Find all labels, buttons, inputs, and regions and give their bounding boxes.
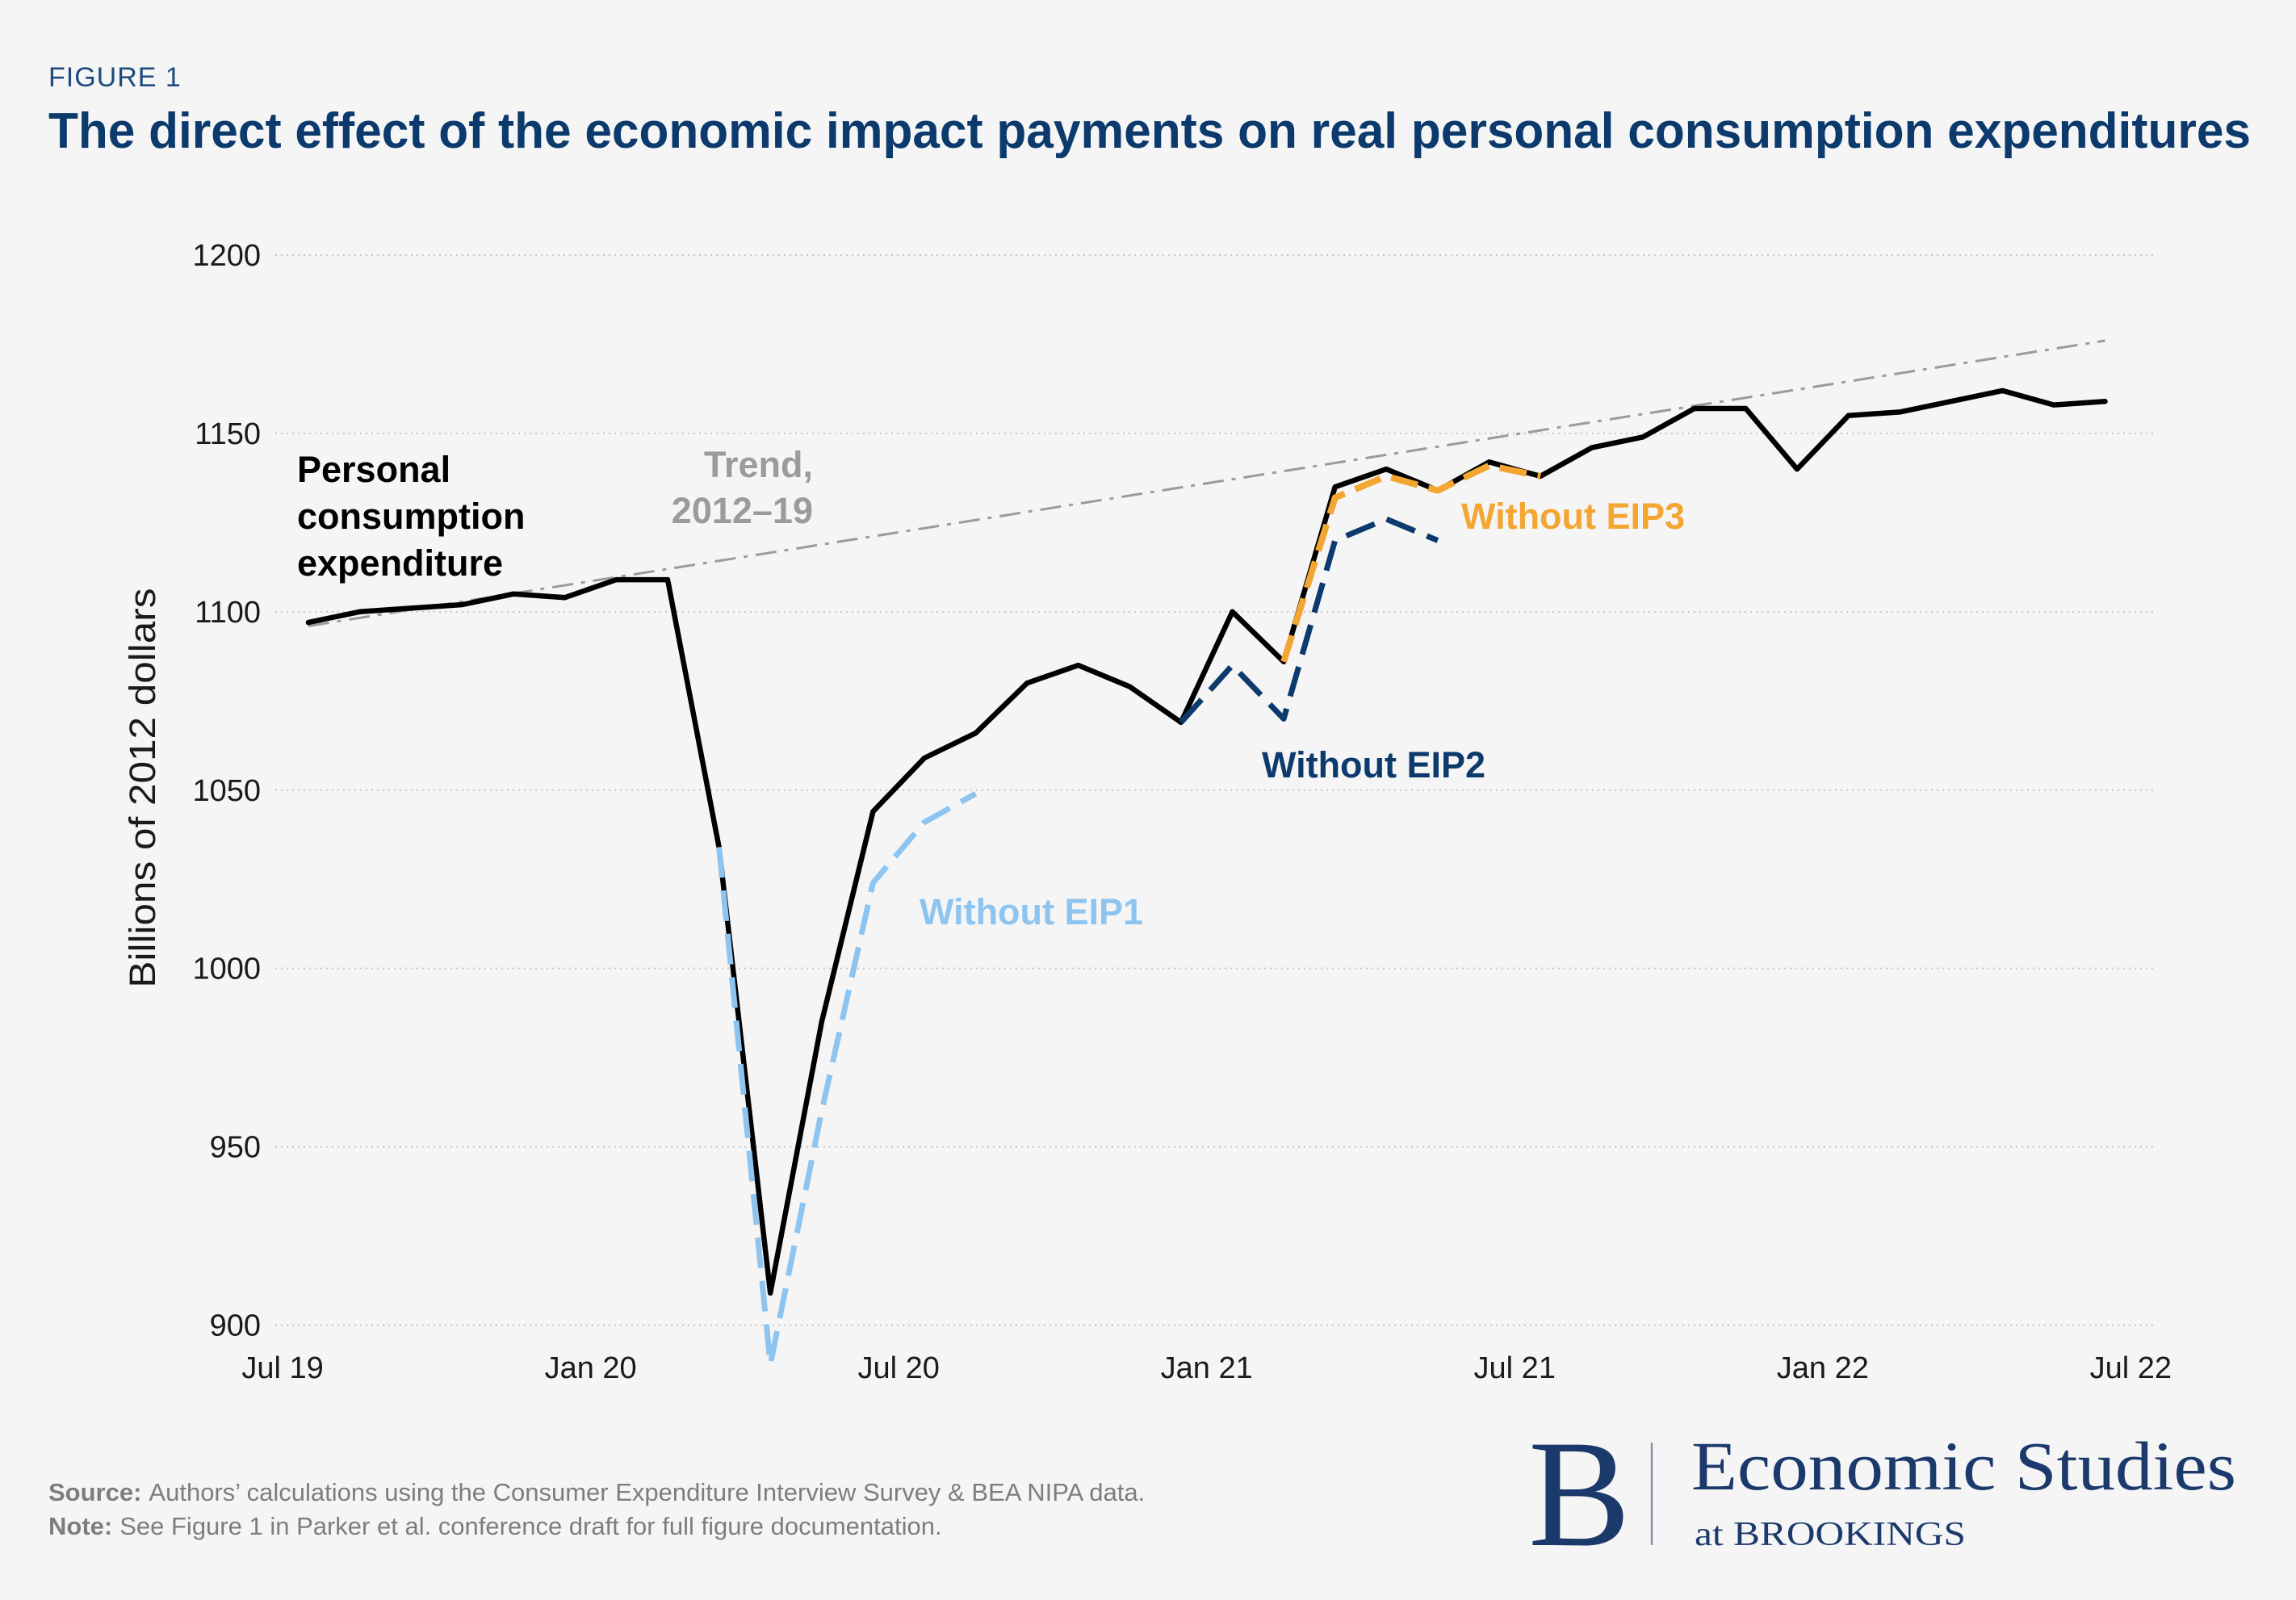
label-personal-consumption-expenditure-line-1: Personal: [297, 449, 450, 490]
source-label: Source:: [48, 1478, 141, 1506]
line-personal-consumption-expenditure: [305, 387, 2108, 1296]
y-tick-label-1100: 1100: [195, 596, 261, 630]
x-tick-label-jan-21: Jan 21: [1161, 1351, 1253, 1385]
x-axis-tick-labels: Jul 19 Jan 20 Jul 20 Jan 21 Jul 21 Jan 22 Jul …: [241, 1351, 2172, 1385]
label-without-eip2: Without EIP2: [1262, 744, 1485, 785]
figure-label: FIGURE 1: [48, 62, 182, 93]
x-tick-label-jul-21: Jul 21: [1474, 1351, 1556, 1385]
label-trend: Trend, 2012–19: [672, 444, 813, 531]
label-without-eip1: Without EIP1: [920, 891, 1143, 932]
note-text: See Figure 1 in Parker et al. conference…: [119, 1512, 941, 1540]
x-tick-label-jan-20: Jan 20: [545, 1351, 637, 1385]
y-axis-tick-labels: 900 950 1000 1050 1100 1150 1200: [192, 239, 261, 1343]
series-lines: [305, 339, 2108, 1368]
brookings-logo: B Economic Studies at BROOKINGS: [1528, 1409, 2236, 1579]
y-tick-label-1200: 1200: [192, 239, 261, 273]
logo-subline: at BROOKINGS: [1695, 1516, 1966, 1553]
y-tick-label-900: 900: [210, 1309, 261, 1343]
y-tick-label-1050: 1050: [192, 774, 261, 808]
line-without-eip3: [1280, 462, 1541, 663]
label-trend-line-2: 2012–19: [672, 490, 813, 531]
y-tick-label-1000: 1000: [192, 953, 261, 986]
source-line: Source: Authors’ calculations using the C…: [48, 1478, 1145, 1506]
y-tick-label-950: 950: [210, 1131, 261, 1165]
x-tick-label-jul-20: Jul 20: [857, 1351, 939, 1385]
note-label: Note:: [48, 1512, 112, 1540]
logo-mark: B: [1528, 1409, 1631, 1579]
label-trend-line-1: Trend,: [704, 444, 813, 485]
line-without-eip2: [1179, 516, 1439, 725]
x-tick-label-jul-19: Jul 19: [241, 1351, 323, 1385]
x-tick-label-jan-22: Jan 22: [1777, 1351, 1869, 1385]
source-text: Authors’ calculations using the Consumer…: [149, 1478, 1145, 1506]
logo-name: Economic Studies: [1691, 1427, 2236, 1505]
label-personal-consumption-expenditure-line-2: consumption: [297, 496, 525, 537]
y-tick-label-1150: 1150: [195, 417, 261, 451]
label-personal-consumption-expenditure: Personal consumption expenditure: [297, 449, 525, 584]
y-axis-title: Billions of 2012 dollars: [122, 588, 163, 988]
note-line: Note: See Figure 1 in Parker et al. confe…: [48, 1512, 942, 1540]
chart-title: The direct effect of the economic impact…: [48, 103, 2251, 159]
x-tick-label-jul-22: Jul 22: [2090, 1351, 2172, 1385]
label-personal-consumption-expenditure-line-3: expenditure: [297, 542, 503, 584]
label-without-eip3: Without EIP3: [1461, 496, 1685, 537]
line-without-eip1: [716, 791, 978, 1368]
line-trend: [308, 339, 2105, 627]
